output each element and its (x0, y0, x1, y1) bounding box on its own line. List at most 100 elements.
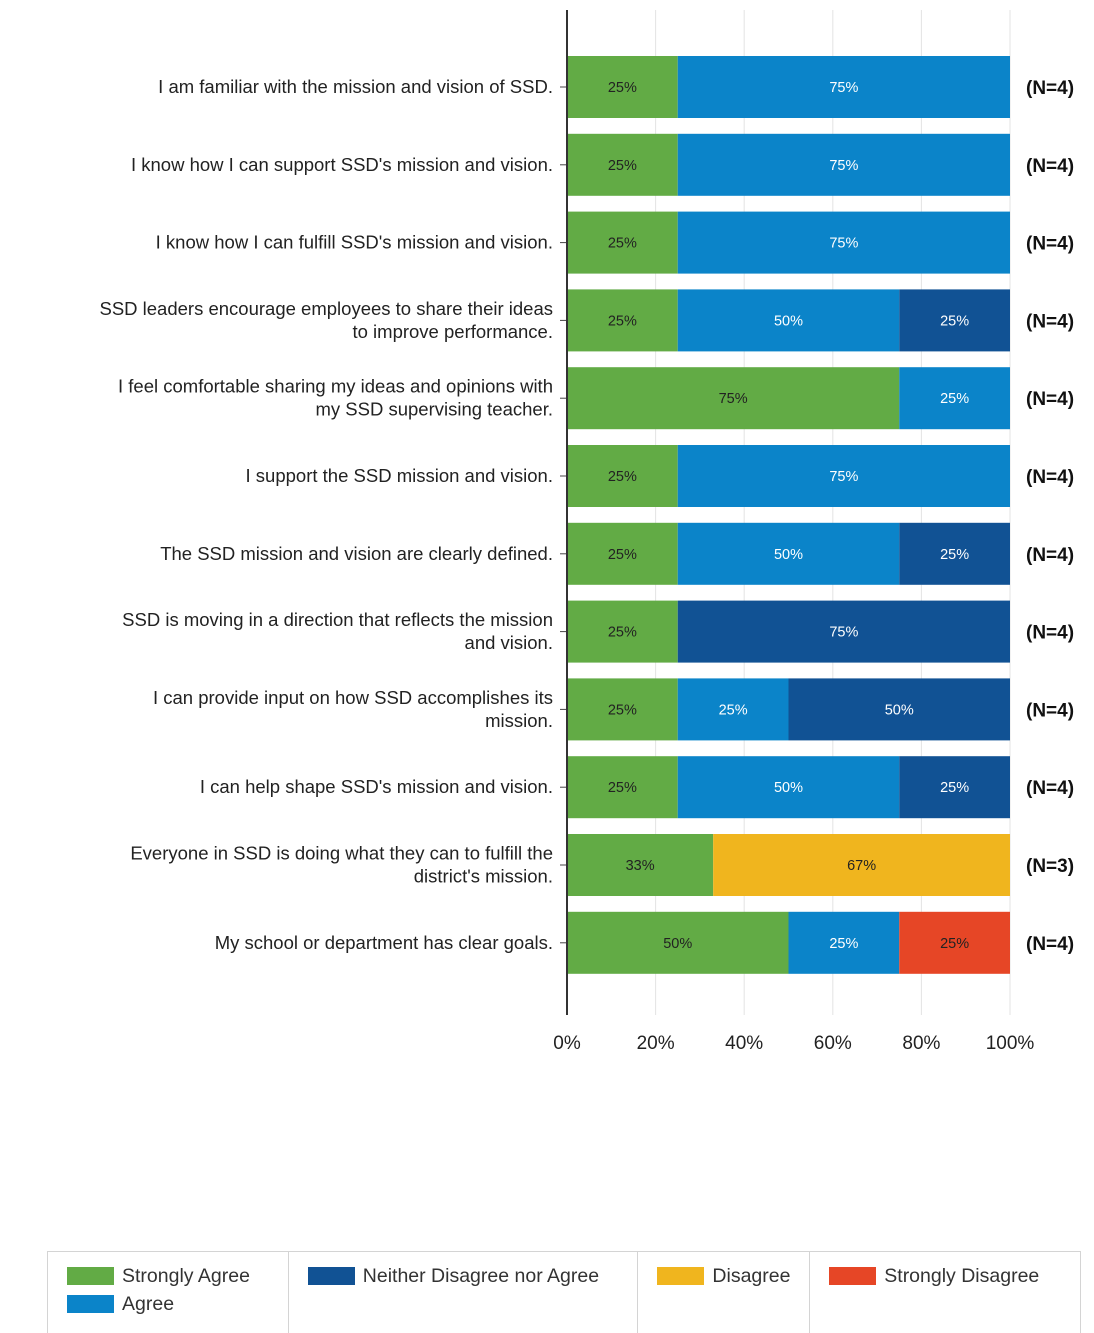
bar-segment (899, 911, 1010, 974)
category-label: Everyone in SSD is doing what they can t… (130, 843, 553, 887)
n-label: (N=4) (1026, 778, 1074, 799)
bar-row: 25% 25% 50% (567, 678, 1010, 741)
data-label: 50% (663, 936, 692, 952)
data-label: 25% (608, 625, 637, 641)
legend-swatch (829, 1267, 877, 1285)
bar-segment (567, 56, 678, 118)
n-label: (N=4) (1026, 234, 1074, 255)
x-tick-label: 60% (814, 1033, 852, 1054)
category-label: I know how I can support SSD's mission a… (131, 154, 553, 175)
bar-segment (899, 289, 1010, 352)
bar-row: 75% 25% (567, 367, 1010, 430)
legend-label: Neither Disagree nor Agree (362, 1264, 600, 1287)
data-label: 25% (608, 780, 637, 796)
bar-segment (899, 756, 1010, 819)
category-label: I feel comfortable sharing my ideas and … (118, 376, 553, 420)
legend-column: Neither Disagree nor Agree (289, 1252, 639, 1333)
data-label: 25% (940, 313, 969, 329)
data-label: 25% (940, 780, 969, 796)
data-label: 25% (608, 702, 637, 718)
category-label: I can provide input on how SSD accomplis… (153, 687, 553, 731)
bar-segment (567, 600, 678, 663)
bar-row: 33% 67% (567, 834, 1010, 896)
n-label: (N=4) (1026, 545, 1074, 566)
bar-segment (677, 133, 1010, 196)
bar-segment (567, 445, 678, 507)
data-label: 50% (774, 313, 803, 329)
legend-swatch (67, 1295, 114, 1313)
legend-item: Neither Disagree nor Agree (307, 1262, 630, 1290)
bar-segment (677, 445, 1010, 507)
bar-row: 50% 25% 25% (567, 911, 1010, 974)
n-labels: (N=4) (N=4) (N=4) (N=4) (N=4) (N=4) (N=4) (N=4)… (1026, 78, 1074, 955)
bar-segment (677, 289, 900, 352)
data-label: 25% (829, 936, 858, 952)
bar-segment (899, 367, 1010, 430)
data-label: 75% (829, 469, 858, 485)
data-label: 25% (608, 547, 637, 563)
legend-column: Strongly Disagree (810, 1252, 1080, 1333)
bar-segment (567, 756, 678, 819)
legend-swatch (67, 1267, 114, 1285)
category-label: I can help shape SSD's mission and visio… (200, 776, 553, 797)
x-tick-label: 100% (986, 1033, 1035, 1054)
bar-segment (677, 756, 900, 819)
data-label: 33% (626, 858, 655, 874)
legend-item: Strongly Agree (67, 1262, 280, 1290)
legend-column: Disagree (638, 1252, 811, 1333)
category-label: My school or department has clear goals. (215, 932, 553, 953)
n-label: (N=4) (1026, 467, 1074, 488)
legend-swatch (307, 1267, 355, 1285)
bar-row: 25% 75% (567, 600, 1010, 663)
bar-row: 25% 75% (567, 211, 1010, 274)
bar-segment (567, 367, 900, 430)
data-label: 25% (608, 80, 637, 96)
bar-row: 25% 50% 25% (567, 522, 1010, 585)
x-tick-label: 0% (553, 1033, 581, 1054)
bar-segment (788, 911, 900, 974)
n-label: (N=4) (1026, 156, 1074, 177)
n-label: (N=4) (1026, 700, 1074, 721)
data-label: 25% (608, 313, 637, 329)
bar-segment (567, 211, 678, 274)
bar-segment (567, 133, 678, 196)
category-label: I know how I can fulfill SSD's mission a… (156, 232, 553, 253)
category-labels: I am familiar with the mission and visio… (99, 76, 567, 953)
bar-row: 25% 75% (567, 56, 1010, 118)
category-label: SSD leaders encourage employees to share… (99, 298, 553, 342)
data-label: 75% (829, 236, 858, 252)
data-label: 50% (774, 780, 803, 796)
bar-segment (567, 834, 714, 896)
legend-item: Strongly Disagree (829, 1262, 1072, 1290)
bar-segment (677, 678, 789, 741)
legend: Strongly Agree Agree Neither Disagree nor … (47, 1251, 1081, 1333)
data-label: 67% (847, 858, 876, 874)
data-label: 75% (829, 625, 858, 641)
category-label: I support the SSD mission and vision. (246, 465, 553, 486)
bar-segment (788, 678, 1010, 741)
n-label: (N=4) (1026, 623, 1074, 644)
bar-segment (899, 522, 1010, 585)
bar-row: 25% 75% (567, 133, 1010, 196)
bar-segment (567, 911, 789, 974)
legend-item: Agree (67, 1290, 280, 1318)
n-label: (N=4) (1026, 389, 1074, 410)
legend-swatch (657, 1267, 705, 1285)
data-label: 25% (940, 547, 969, 563)
x-tick-label: 20% (637, 1033, 675, 1054)
bar-segment (677, 56, 1010, 118)
bar-segment (713, 834, 1010, 896)
legend-label: Strongly Disagree (884, 1264, 1040, 1287)
x-axis-ticks: 0% 20% 40% 60% 80% 100% (553, 1033, 1034, 1054)
stacked-bar-chart: 25% 75%25% 75%25% 75%25% 50% 25%75% 25%25% 75%2… (99, 10, 1074, 1054)
data-label: 25% (608, 236, 637, 252)
n-label: (N=4) (1026, 78, 1074, 99)
bar-segment (567, 522, 678, 585)
legend-label: Agree (122, 1292, 175, 1315)
data-label: 75% (719, 391, 748, 407)
bar-segment (677, 600, 1010, 663)
n-label: (N=3) (1026, 856, 1074, 877)
data-label: 75% (829, 158, 858, 174)
legend-item: Disagree (657, 1262, 801, 1290)
data-label: 75% (829, 80, 858, 96)
